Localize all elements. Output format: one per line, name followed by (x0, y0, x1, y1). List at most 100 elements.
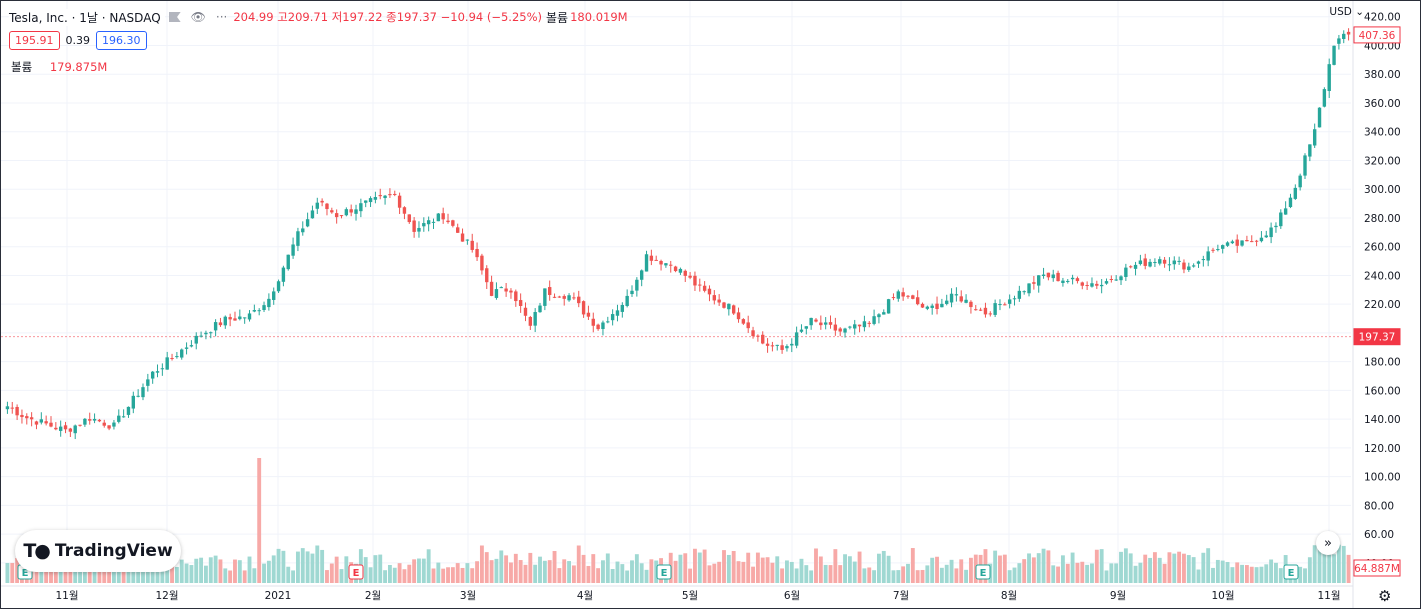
volume-bar (470, 568, 475, 583)
volume-bar (1235, 562, 1240, 583)
candle-body (915, 297, 920, 305)
candle-body (683, 270, 687, 276)
candle-body (97, 419, 102, 422)
volume-bar (203, 565, 208, 583)
volume-bar (373, 555, 378, 583)
volume-bar (843, 554, 847, 583)
candle-body (552, 296, 557, 298)
candle-body (698, 284, 702, 286)
ohlc-values: 204.99 고209.71 저197.22 종197.37 −10.94 (−… (233, 10, 542, 24)
volume-bar (838, 565, 843, 583)
volume-bar (896, 570, 901, 583)
volume-bar (547, 560, 552, 583)
candle-body (746, 322, 750, 329)
volume-bar (1278, 568, 1283, 583)
x-tick-label: 11월 (1317, 590, 1340, 602)
last-price-label-box (1353, 328, 1401, 346)
volume-bar (1182, 553, 1186, 583)
volume-bar (237, 560, 242, 583)
y-tick-label: 220.00 (1364, 299, 1401, 311)
symbol-flag-icon[interactable] (168, 12, 181, 22)
candle-body (843, 328, 847, 333)
candle-body (940, 303, 944, 308)
symbol-title[interactable]: Tesla, Inc. · 1날 · NASDAQ (9, 8, 165, 26)
candle-body (596, 324, 600, 330)
volume-bar (1274, 562, 1278, 583)
candle-body (925, 306, 930, 309)
candle-body (1327, 64, 1331, 92)
volume-bar (809, 570, 814, 583)
candle-body (1240, 240, 1244, 246)
candle-body (1211, 249, 1215, 251)
volume-bar (949, 559, 954, 583)
candle-body (862, 321, 867, 328)
tradingview-logo[interactable]: T● TradingView (15, 530, 181, 572)
candle-body (765, 343, 770, 346)
candle-body (1298, 175, 1302, 188)
volume-bar (223, 568, 228, 583)
volume-bar (596, 568, 601, 583)
volume-bar (1046, 550, 1051, 583)
earnings-marker (975, 564, 991, 580)
candle-body (1148, 261, 1152, 267)
volume-bar (199, 557, 204, 583)
volume-bar (571, 565, 576, 583)
settings-gear-icon[interactable]: ⚙ (1378, 587, 1392, 605)
candle-body (993, 303, 997, 315)
volume-bar (107, 568, 112, 583)
volume-bar (823, 564, 828, 583)
volume-bar (73, 562, 78, 583)
currency-selector[interactable]: USD ⌄ (1329, 6, 1364, 18)
volume-bar (378, 554, 383, 583)
candle-body (368, 198, 373, 203)
volume-bar (339, 569, 344, 583)
candle-body (242, 317, 247, 319)
earnings-marker-label: E (22, 568, 29, 579)
candle-body (857, 324, 862, 327)
volume-bar (1070, 552, 1075, 583)
volume-bar (1123, 548, 1128, 583)
candle-body (761, 334, 765, 344)
candle-body (518, 300, 523, 306)
candle-body (1216, 249, 1220, 251)
volume-bar (58, 561, 63, 583)
buy-price-button[interactable]: 196.30 (96, 31, 147, 50)
candle-body (785, 346, 789, 349)
more-icon[interactable]: ··· (215, 10, 228, 24)
volume-bar (475, 561, 480, 583)
volume-bar (1259, 566, 1264, 583)
candle-body (1104, 281, 1109, 284)
candle-body (896, 291, 900, 299)
volume-bar (1206, 548, 1211, 583)
candle-body (373, 197, 378, 200)
candle-body (305, 219, 310, 227)
candle-body (330, 210, 334, 213)
volume-bar (228, 570, 233, 583)
volume-bar (1172, 553, 1177, 583)
volume-bar (315, 545, 320, 583)
candle-body (601, 322, 605, 330)
volume-bar (276, 548, 281, 583)
scroll-to-realtime-button[interactable]: » (1316, 531, 1340, 555)
candle-body (848, 326, 852, 328)
sell-price-button[interactable]: 195.91 (9, 31, 60, 50)
eye-icon[interactable]: 👁 (190, 10, 206, 24)
candle-body (1312, 129, 1317, 146)
candle-body (1056, 272, 1060, 282)
x-tick-label: 10월 (1211, 590, 1234, 602)
candle-body (136, 395, 140, 397)
volume-bar (1211, 567, 1215, 583)
candle-body (1274, 225, 1278, 228)
candle-body (88, 419, 92, 421)
volume-bar (431, 568, 436, 583)
candle-body (606, 321, 610, 323)
candle-body (1037, 275, 1041, 286)
candle-body (1017, 290, 1022, 299)
candle-body (504, 288, 508, 292)
candle-body (1129, 266, 1133, 268)
y-tick-label: 320.00 (1364, 155, 1401, 167)
candle-body (717, 299, 721, 303)
candle-body (15, 406, 19, 416)
volume-bar (194, 558, 199, 583)
